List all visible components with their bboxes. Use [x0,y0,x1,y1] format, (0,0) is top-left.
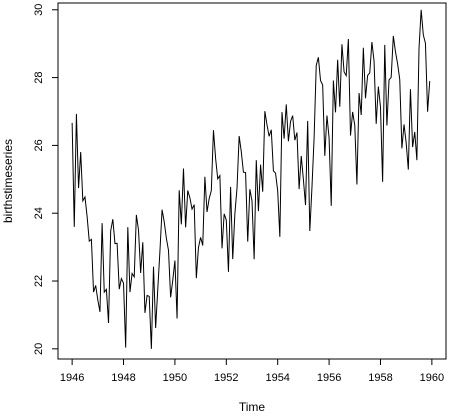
x-tick-label: 1954 [265,372,289,384]
x-tick-label: 1960 [420,372,444,384]
y-axis-title: birthstimeseries [1,139,15,223]
y-tick-label: 20 [33,343,45,355]
series-line [71,9,431,349]
x-tick-label: 1950 [163,372,187,384]
y-tick-label: 28 [33,71,45,83]
x-axis-title: Time [239,400,266,414]
x-tick-label: 1946 [60,372,84,384]
x-axis: 1946 1948 1950 1952 1954 1956 1958 1960 [60,359,444,384]
plot-frame [57,2,447,360]
y-tick-label: 26 [33,139,45,151]
y-tick-label: 22 [33,275,45,287]
y-tick-label: 24 [33,207,45,219]
x-tick-label: 1956 [317,372,341,384]
y-tick-label: 30 [33,4,45,16]
y-axis: 20 22 24 26 28 30 [33,4,58,355]
x-tick-label: 1952 [214,372,238,384]
x-tick-label: 1958 [368,372,392,384]
x-tick-label: 1948 [111,372,135,384]
